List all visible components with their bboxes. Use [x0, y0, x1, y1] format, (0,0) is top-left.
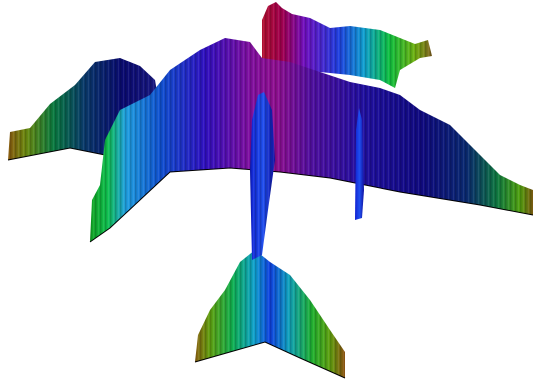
front-tail-texture	[195, 250, 345, 378]
back-wing-edge	[7, 147, 111, 161]
back-tail	[262, 2, 432, 88]
front-tail-edge	[194, 341, 346, 379]
body-texture	[90, 38, 533, 242]
back-tail-texture	[262, 2, 432, 88]
center-fin-texture	[250, 92, 275, 260]
right-fin	[355, 108, 364, 220]
front-tail	[194, 250, 346, 379]
